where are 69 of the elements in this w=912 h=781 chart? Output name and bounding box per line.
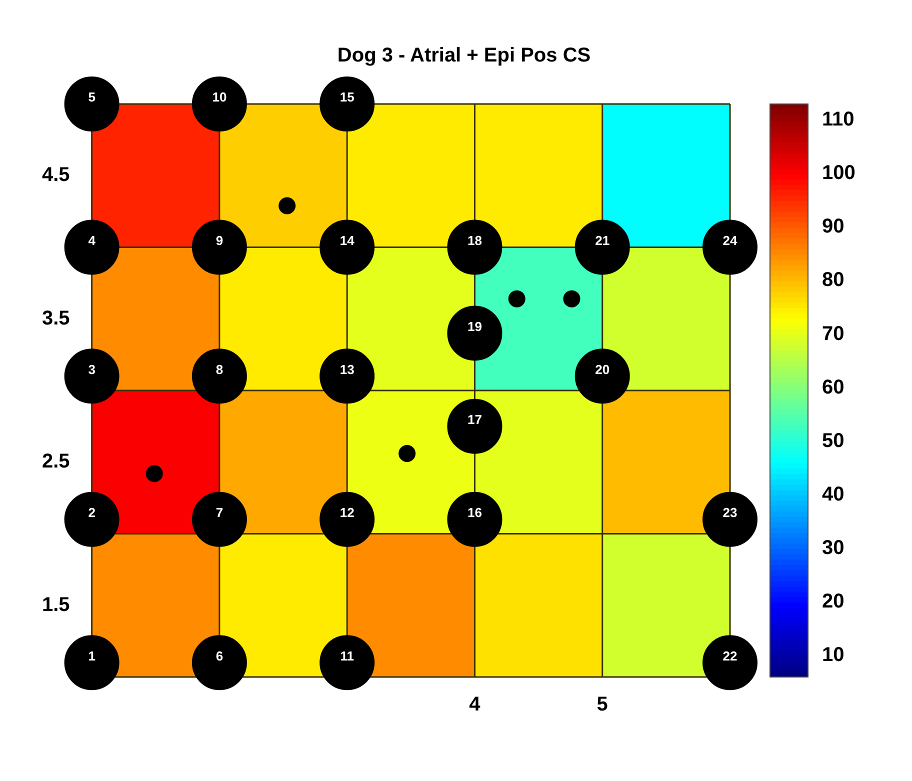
point bbox=[192, 635, 247, 690]
annotation: 20 bbox=[595, 362, 610, 377]
annotation: 22 bbox=[722, 648, 738, 664]
color-bar-label: 10 bbox=[822, 644, 844, 666]
point bbox=[447, 220, 502, 275]
y-tick-label: 3.5 bbox=[42, 307, 70, 330]
annotation: 24 bbox=[722, 232, 738, 248]
point bbox=[320, 492, 375, 547]
point bbox=[447, 306, 502, 361]
color-bar-label: 90 bbox=[822, 216, 844, 238]
point bbox=[320, 348, 375, 404]
color-bar-label: 30 bbox=[822, 536, 844, 559]
point bbox=[192, 76, 247, 132]
annotation: 13 bbox=[340, 362, 354, 377]
annotation: 23 bbox=[722, 505, 738, 520]
annotation: 4 bbox=[88, 232, 96, 248]
annotation: 2 bbox=[88, 505, 96, 520]
point bbox=[64, 492, 120, 547]
point bbox=[192, 492, 247, 547]
color-bar-label: 70 bbox=[822, 322, 844, 345]
color-bar-label: 20 bbox=[822, 590, 844, 613]
point bbox=[64, 76, 120, 132]
color-bar-label: 60 bbox=[822, 376, 844, 398]
point bbox=[192, 220, 247, 275]
color-bar-label: 110 bbox=[822, 108, 854, 131]
point bbox=[320, 76, 375, 132]
point bbox=[278, 197, 296, 214]
y-tick-label: 4.5 bbox=[42, 164, 70, 186]
point bbox=[398, 445, 416, 462]
point bbox=[702, 492, 758, 547]
point bbox=[146, 465, 163, 482]
point bbox=[64, 348, 120, 404]
point bbox=[508, 290, 526, 308]
point bbox=[574, 220, 630, 275]
point bbox=[64, 635, 120, 690]
annotation: 17 bbox=[467, 412, 482, 427]
point bbox=[192, 348, 247, 404]
point bbox=[320, 635, 375, 690]
point bbox=[702, 635, 758, 690]
annotation: 18 bbox=[467, 232, 482, 248]
color-bar-label: 100 bbox=[822, 162, 856, 184]
color-bar-label: 40 bbox=[822, 483, 844, 506]
annotation: 1 bbox=[88, 648, 96, 664]
annotation: 8 bbox=[216, 362, 224, 377]
annotation: 9 bbox=[216, 232, 224, 248]
annotation: 15 bbox=[340, 90, 354, 105]
point bbox=[563, 290, 580, 308]
annotation: 21 bbox=[595, 232, 610, 248]
point bbox=[702, 220, 758, 275]
y-tick-label: 2.5 bbox=[42, 450, 70, 473]
point bbox=[447, 398, 502, 454]
annotation: 6 bbox=[216, 648, 224, 664]
point bbox=[64, 220, 120, 275]
point bbox=[574, 348, 630, 404]
annotation: 14 bbox=[340, 232, 356, 248]
annotation: 11 bbox=[340, 648, 354, 664]
point bbox=[320, 220, 375, 275]
annotation: 19 bbox=[467, 318, 482, 334]
chart-title: Dog 3 - Atrial + Epi Pos CS bbox=[337, 44, 591, 67]
annotation: 16 bbox=[467, 505, 482, 520]
color-bar-label: 80 bbox=[822, 269, 844, 292]
annotation: 3 bbox=[88, 362, 96, 377]
annotation: 12 bbox=[340, 505, 354, 520]
y-tick-label: 1.5 bbox=[42, 594, 70, 616]
point bbox=[447, 492, 502, 547]
annotation: 10 bbox=[212, 90, 227, 105]
color-bar-label: 50 bbox=[822, 430, 844, 452]
annotation: 7 bbox=[216, 505, 224, 520]
annotation: 5 bbox=[88, 90, 96, 105]
